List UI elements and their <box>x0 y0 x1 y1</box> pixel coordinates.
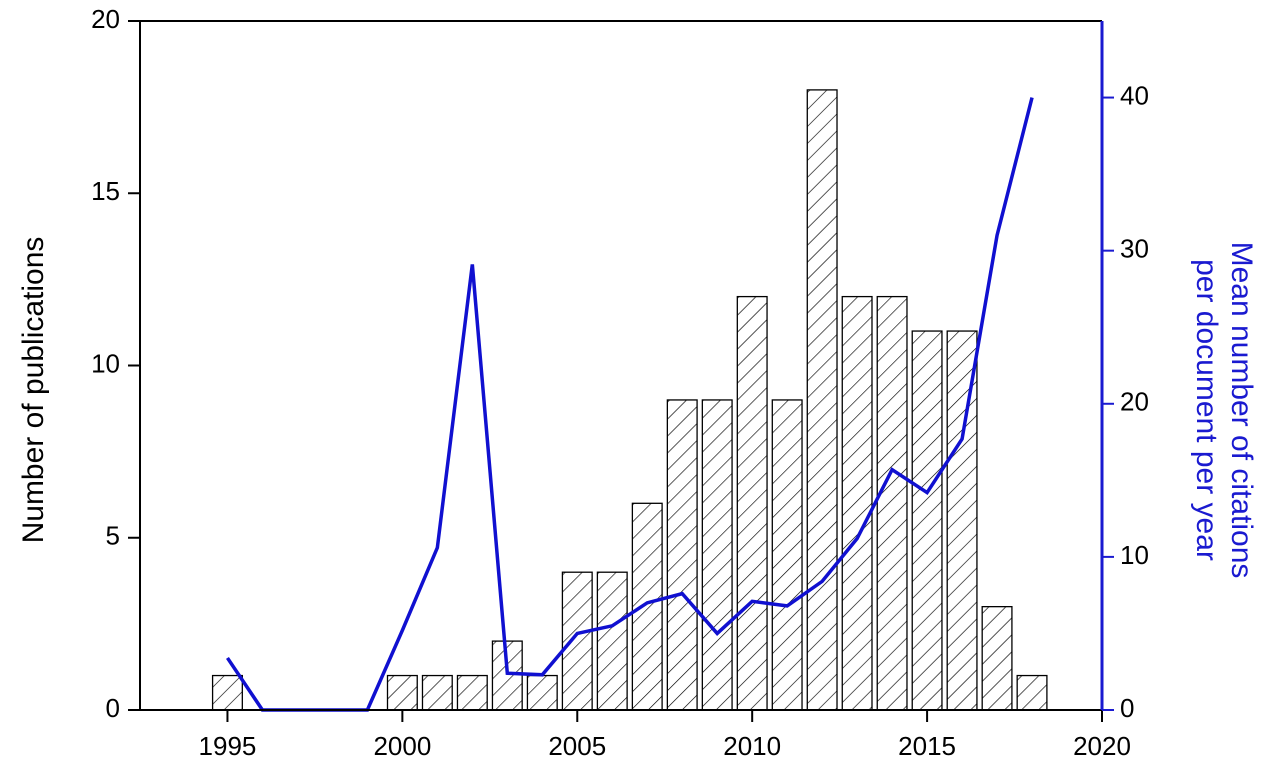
bar <box>421 674 453 711</box>
x-tick-label: 2000 <box>373 731 431 761</box>
bar <box>526 674 558 711</box>
bar <box>736 295 768 711</box>
bar <box>631 502 663 711</box>
bar <box>841 295 873 711</box>
x-tick-label: 1995 <box>199 731 257 761</box>
y2-axis-label: Mean number of citations <box>1225 242 1258 579</box>
bar <box>596 571 628 711</box>
y2-axis-label: per document per year <box>1190 259 1223 561</box>
x-tick-label: 2010 <box>723 731 781 761</box>
bar <box>876 295 908 711</box>
bar <box>491 640 523 711</box>
bar <box>806 89 838 711</box>
bar <box>1016 674 1048 711</box>
bar <box>701 399 733 711</box>
x-tick-label: 2020 <box>1073 731 1131 761</box>
y2-tick-label: 30 <box>1120 234 1149 264</box>
line <box>226 97 1034 712</box>
bar <box>771 399 803 711</box>
y2-tick-label: 0 <box>1120 693 1134 723</box>
y-tick-label: 0 <box>106 693 120 723</box>
bar <box>386 674 418 711</box>
y2-tick-label: 40 <box>1120 80 1149 110</box>
y2-tick-label: 20 <box>1120 387 1149 417</box>
bar <box>911 330 943 711</box>
x-tick-label: 2005 <box>548 731 606 761</box>
y-tick-label: 5 <box>106 521 120 551</box>
bar <box>211 674 243 711</box>
x-tick-label: 2015 <box>898 731 956 761</box>
bar <box>666 399 698 711</box>
y2-tick-label: 10 <box>1120 540 1149 570</box>
y-axis-label: Number of publications <box>17 237 50 544</box>
bar <box>456 674 488 711</box>
bar <box>981 606 1013 711</box>
y-tick-label: 15 <box>91 176 120 206</box>
bar <box>946 330 978 711</box>
bar <box>561 571 593 711</box>
y-tick-label: 20 <box>91 4 120 34</box>
y-tick-label: 10 <box>91 348 120 378</box>
